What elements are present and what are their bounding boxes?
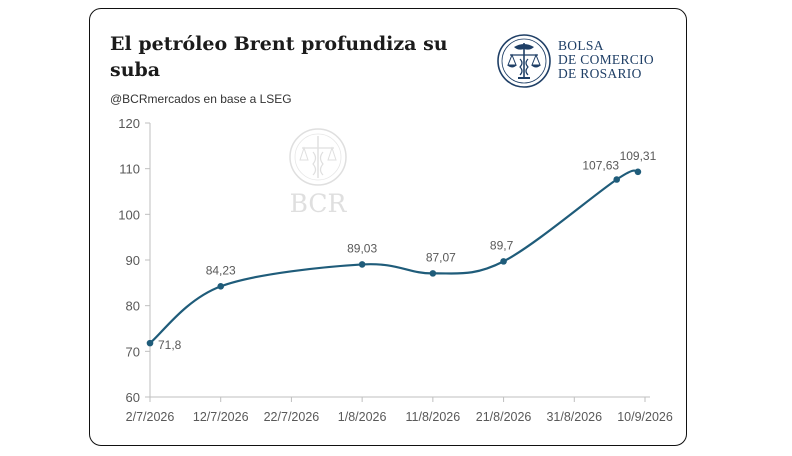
chart-subtitle: @BCRmercados en base a LSEG <box>110 92 292 106</box>
x-tick-label: 12/7/2026 <box>193 410 249 424</box>
logo-line-1: BOLSA <box>558 38 604 53</box>
y-tick-label: 110 <box>119 162 140 177</box>
data-point <box>613 176 621 183</box>
data-points <box>146 168 642 347</box>
watermark: BCR <box>289 128 348 218</box>
data-label: 71,8 <box>158 338 182 352</box>
data-label: 109,31 <box>620 149 657 163</box>
x-tick-label: 10/9/2026 <box>617 410 673 424</box>
data-point <box>358 261 366 268</box>
chart-axes: 60 70 80 90 100 110 120 2/7/2026 12/7/2026 22/7/2… <box>118 116 673 424</box>
x-tick-label: 31/8/2026 <box>546 410 602 424</box>
data-label: 84,23 <box>206 263 236 277</box>
data-label: 89,03 <box>347 241 377 255</box>
x-tick-label: 22/7/2026 <box>264 410 320 424</box>
x-tick-label: 1/8/2026 <box>338 410 387 424</box>
bcr-seal-icon <box>497 34 551 88</box>
data-point <box>634 168 642 176</box>
data-point <box>500 258 507 265</box>
chart-title: El petróleo Brent profundiza su suba <box>110 33 448 81</box>
y-tick-label: 80 <box>126 299 140 314</box>
y-tick-label: 70 <box>126 344 140 359</box>
x-tick-label: 21/8/2026 <box>476 410 532 424</box>
x-tick-label: 11/8/2026 <box>406 410 461 424</box>
x-tick-label: 2/7/2026 <box>126 410 175 424</box>
series-line <box>149 169 639 344</box>
chart-card: El petróleo Brent profundiza su suba @BC… <box>89 8 687 446</box>
logo-line-2: DE COMERCIO <box>558 52 654 67</box>
y-tick-label: 90 <box>126 253 140 268</box>
bcr-logo: BOLSA DE COMERCIO DE ROSARIO <box>496 33 666 89</box>
data-point <box>146 339 154 347</box>
y-tick-label: 120 <box>118 116 140 131</box>
data-label: 89,7 <box>490 238 514 252</box>
data-label: 107,63 <box>582 158 619 172</box>
data-point <box>429 270 437 277</box>
logo-line-3: DE ROSARIO <box>558 66 642 81</box>
watermark-text: BCR <box>290 189 348 218</box>
y-tick-label: 60 <box>126 390 140 405</box>
data-label: 87,07 <box>426 250 456 264</box>
y-tick-label: 100 <box>118 207 140 222</box>
logo-wordmark: BOLSA DE COMERCIO DE ROSARIO <box>558 39 654 81</box>
data-point <box>217 283 225 290</box>
